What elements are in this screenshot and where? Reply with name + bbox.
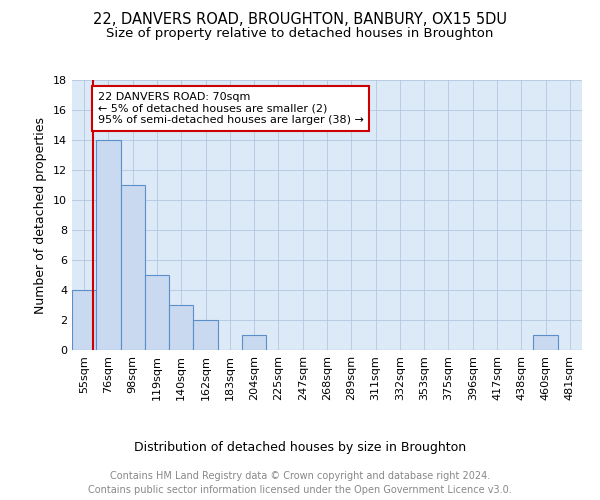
Text: Size of property relative to detached houses in Broughton: Size of property relative to detached ho… <box>106 28 494 40</box>
Text: 22 DANVERS ROAD: 70sqm
← 5% of detached houses are smaller (2)
95% of semi-detac: 22 DANVERS ROAD: 70sqm ← 5% of detached … <box>97 92 364 125</box>
Text: 22, DANVERS ROAD, BROUGHTON, BANBURY, OX15 5DU: 22, DANVERS ROAD, BROUGHTON, BANBURY, OX… <box>93 12 507 28</box>
Bar <box>121 185 145 350</box>
Text: Contains public sector information licensed under the Open Government Licence v3: Contains public sector information licen… <box>88 485 512 495</box>
Bar <box>72 290 96 350</box>
Y-axis label: Number of detached properties: Number of detached properties <box>34 116 47 314</box>
Bar <box>169 305 193 350</box>
Bar <box>145 275 169 350</box>
Bar <box>533 335 558 350</box>
Bar <box>96 140 121 350</box>
Text: Contains HM Land Registry data © Crown copyright and database right 2024.: Contains HM Land Registry data © Crown c… <box>110 471 490 481</box>
Text: Distribution of detached houses by size in Broughton: Distribution of detached houses by size … <box>134 441 466 454</box>
Bar <box>193 320 218 350</box>
Bar <box>242 335 266 350</box>
